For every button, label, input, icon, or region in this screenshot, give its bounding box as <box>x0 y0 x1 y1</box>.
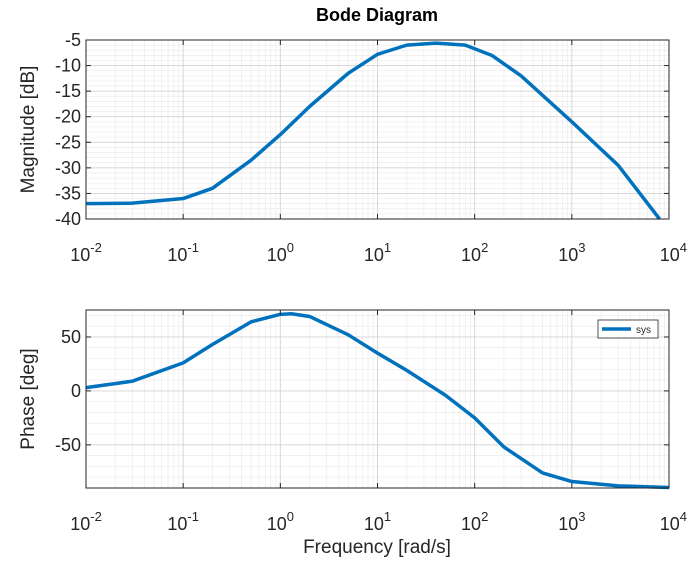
phase-y-tick-label: -50 <box>55 435 81 455</box>
magnitude-series-line <box>85 41 661 221</box>
phase-x-ticks: 10-2 10-1 100 101 102 103 104 <box>70 310 687 534</box>
phase-x-tick-label: 104 <box>660 509 687 534</box>
legend-label-sys: sys <box>636 325 651 336</box>
magnitude-y-ticks: -5 -10 -15 -20 -25 -30 -35 -40 <box>55 30 669 229</box>
phase-y-tick-label: 0 <box>71 381 81 401</box>
phase-x-tick-label: 101 <box>364 509 391 534</box>
phase-x-tick-label: 10-1 <box>167 509 199 534</box>
magnitude-y-tick-label: -40 <box>55 209 81 229</box>
magnitude-x-tick-label: 10-1 <box>167 240 199 265</box>
magnitude-y-tick-label: -35 <box>55 183 81 203</box>
phase-panel: 50 0 -50 10-2 10-1 100 101 102 103 104 Phase [de… <box>18 309 687 534</box>
magnitude-x-tick-label: 101 <box>364 240 391 265</box>
phase-x-tick-label: 10-2 <box>70 509 102 534</box>
magnitude-panel: -5-10-15-20-25-30-35-40 10-2 10-1 100 101 10… <box>18 30 687 265</box>
magnitude-ylabel: Magnitude [dB] <box>18 66 39 194</box>
magnitude-y-tick-label: -15 <box>55 81 81 101</box>
legend: sys <box>597 319 659 339</box>
magnitude-x-tick-label: 103 <box>558 240 585 265</box>
phase-x-tick-label: 100 <box>267 509 294 534</box>
phase-y-tick-label: 50 <box>61 327 81 347</box>
magnitude-x-tick-label: 10-2 <box>70 240 102 265</box>
magnitude-y-tick-label: -20 <box>55 107 81 127</box>
x-axis-label: Frequency [rad/s] <box>303 537 451 558</box>
magnitude-y-tick-label: -5 <box>65 30 81 50</box>
magnitude-y-tick-label: -25 <box>55 132 81 152</box>
magnitude-x-tick-label: 104 <box>660 240 687 265</box>
magnitude-x-ticks: 10-2 10-1 100 101 102 103 104 <box>70 40 687 265</box>
magnitude-x-tick-label: 102 <box>461 240 488 265</box>
phase-y-ticks: 50 0 -50 <box>55 327 669 455</box>
chart-title: Bode Diagram <box>316 5 438 25</box>
magnitude-y-tick-label: -10 <box>55 56 81 76</box>
phase-series-line <box>85 312 670 490</box>
phase-ylabel: Phase [deg] <box>18 348 39 449</box>
magnitude-y-tick-label: -30 <box>55 158 81 178</box>
phase-x-tick-label: 103 <box>558 509 585 534</box>
magnitude-x-tick-label: 100 <box>267 240 294 265</box>
phase-x-tick-label: 102 <box>461 509 488 534</box>
